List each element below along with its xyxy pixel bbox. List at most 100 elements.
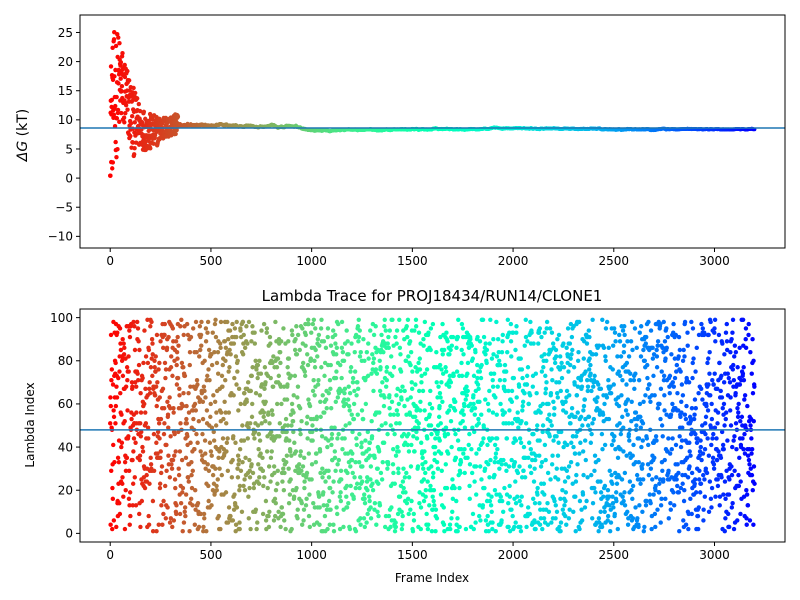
lambda-point [386,513,392,519]
delta-g-point [173,131,178,137]
lambda-point [162,421,167,426]
lambda-point [114,524,119,530]
lambda-point [425,436,430,441]
lambda-point [382,324,387,329]
delta-g-point [110,77,116,83]
lambda-point [177,386,182,392]
lambda-point [116,375,121,381]
lambda-point [234,334,239,340]
lambda-point [270,412,275,417]
lambda-point [148,324,153,329]
lambda-point [138,524,143,530]
lambda-point [331,328,336,333]
lambda-point [429,464,434,469]
lambda-point [192,447,197,452]
lambda-point [182,509,187,514]
lambda-point [357,485,362,491]
lambda-point [154,529,159,534]
lambda-point [122,459,128,465]
lambda-point [254,367,259,372]
lambda-point [434,349,439,355]
lambda-point [325,334,330,340]
lambda-point [209,362,215,368]
lambda-point [345,339,350,344]
lambda-point [409,442,414,448]
lambda-point [427,412,432,417]
lambda-point [338,362,343,368]
lambda-point [142,328,147,333]
delta-g-point [112,74,117,79]
lambda-point [333,375,339,381]
lambda-point [410,369,415,374]
lambda-point [190,468,195,474]
lambda-point [268,479,273,484]
lambda-point [397,317,402,322]
lambda-point [433,507,439,512]
delta-g-point [130,140,136,145]
lambda-point [428,347,433,353]
lambda-point [137,347,142,353]
lambda-point [220,436,226,441]
delta-g-point [128,121,134,126]
lambda-point [329,431,335,437]
lambda-point [361,516,367,521]
lambda-point [295,516,300,521]
lambda-point [122,345,127,351]
lambda-point [165,505,170,510]
lambda-point [168,434,173,439]
lambda-point [302,485,307,491]
lambda-point [167,475,173,480]
lambda-point [417,500,422,506]
lambda-point [455,334,461,340]
lambda-point [167,395,172,400]
lambda-point [171,518,177,523]
lambda-point [332,449,338,454]
lambda-point [456,317,461,322]
lambda-point [140,444,145,450]
lambda-point [434,459,440,465]
lambda-point [370,488,376,493]
lambda-point [397,421,402,426]
lambda-point [441,347,447,353]
lambda-point [345,470,350,476]
lambda-point [425,526,431,532]
lambda-point [211,393,216,398]
lambda-point [166,334,171,340]
lambda-point [333,468,338,474]
lambda-point [326,475,332,480]
lambda-point [186,390,191,396]
lambda-point [182,373,188,379]
lambda-point [209,503,214,508]
lambda-point [178,421,183,426]
delta-g-point [114,154,119,160]
lambda-point [321,339,327,344]
lambda-point [387,406,392,411]
lambda-point [164,468,169,474]
lambda-point [427,401,433,407]
lambda-point [121,341,126,346]
lambda-point [313,347,318,353]
lambda-point [279,401,284,407]
lambda-point [275,481,280,486]
lambda-point [177,511,183,517]
lambda-point [216,455,221,461]
lambda-point [398,352,403,357]
lambda-point [111,518,117,523]
y-tick-label: 15 [58,84,73,98]
lambda-point [370,481,375,486]
lambda-point [307,492,312,497]
lambda-point [396,449,401,454]
lambda-point [391,470,396,476]
delta-g-point [132,146,137,151]
lambda-point [297,347,302,353]
lambda-point [119,412,124,417]
lambda-point [305,362,311,368]
lambda-point [439,468,444,474]
lambda-point [412,328,417,333]
lambda-point [362,492,367,497]
lambda-point [409,386,415,392]
lambda-point [339,477,344,482]
lambda-point [113,403,119,409]
lambda-point [152,358,157,363]
lambda-point [284,397,290,402]
